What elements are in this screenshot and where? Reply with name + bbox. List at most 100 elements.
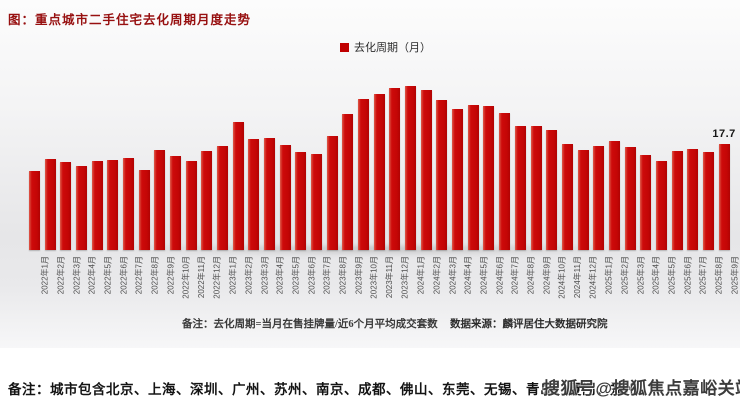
bar — [702, 151, 714, 250]
x-axis-tick: 2024年11月 — [562, 254, 582, 316]
bar-column — [467, 104, 479, 250]
x-axis-tick: 2024年2月 — [421, 254, 441, 316]
bar — [107, 160, 119, 250]
bar-column — [91, 161, 103, 250]
x-axis-tick: 2022年12月 — [201, 254, 222, 316]
bar — [91, 161, 103, 250]
bar-column — [389, 88, 401, 250]
x-axis-tick: 2024年12月 — [578, 254, 598, 316]
bar — [577, 150, 589, 250]
bar-column — [671, 151, 683, 250]
bar — [405, 86, 417, 250]
x-axis-tick: 2022年3月 — [60, 254, 81, 316]
bar — [217, 146, 229, 250]
bar — [358, 98, 370, 250]
bar — [154, 149, 166, 250]
bar — [170, 155, 182, 250]
bar — [389, 88, 401, 250]
x-axis-tick: 2023年5月 — [280, 254, 300, 316]
bar-column — [29, 170, 40, 250]
bar — [311, 154, 323, 250]
bar-column — [342, 114, 354, 250]
bar-column — [201, 151, 213, 250]
bar — [123, 157, 135, 250]
x-axis-tick: 2025年8月 — [703, 254, 723, 316]
bar-column — [248, 139, 260, 250]
bar-column — [138, 169, 150, 250]
x-axis-tick: 2025年9月 — [719, 254, 739, 316]
bar — [295, 151, 307, 250]
x-axis-tick: 2025年3月 — [625, 254, 645, 316]
bar-column — [217, 146, 229, 250]
bar — [420, 89, 432, 250]
bar — [138, 169, 150, 250]
x-axis-tick-label: 2025年9月 — [730, 256, 740, 295]
bar — [546, 130, 558, 250]
x-axis-labels: 2022年1月 2022年2月 2022年3月 2022年4月 2022年5月 2022年… — [29, 254, 740, 316]
chart-canvas: 图：重点城市二手住宅去化周期月度走势 去化周期（月） 17.7 2022年1月 2… — [0, 0, 740, 348]
x-axis-tick: 2022年4月 — [76, 254, 97, 316]
bar — [514, 126, 526, 250]
bar — [436, 100, 448, 250]
x-axis-tick: 2024年5月 — [468, 254, 488, 316]
bar-column — [483, 106, 495, 250]
x-axis-tick: 2022年2月 — [45, 254, 65, 316]
bar-column: 17.7 — [712, 128, 735, 250]
x-axis-tick: 2023年12月 — [389, 254, 410, 316]
bar-column — [436, 100, 448, 250]
x-axis-tick: 2024年9月 — [531, 254, 551, 316]
x-axis-tick: 2025年1月 — [593, 254, 614, 316]
bar — [640, 154, 652, 250]
bar-column — [608, 141, 620, 250]
x-axis-tick: 2023年4月 — [264, 254, 285, 316]
bar-column — [232, 122, 244, 250]
x-axis-tick: 2022年8月 — [139, 254, 159, 316]
bar — [561, 143, 573, 250]
chart-footnotes: 备注：去化周期=当月在售挂牌量/近6个月平均成交套数 数据来源：麟评居住大数据研… — [0, 316, 740, 332]
bar-column — [60, 162, 72, 250]
bar — [279, 145, 291, 250]
bar-column — [123, 157, 135, 250]
bar-column — [577, 150, 589, 250]
x-axis-tick: 2024年7月 — [499, 254, 520, 316]
bar — [185, 161, 197, 250]
bar-column — [655, 160, 667, 250]
bar — [624, 147, 636, 250]
bar — [593, 146, 605, 250]
chart-title: 图：重点城市二手住宅去化周期月度走势 — [8, 13, 252, 27]
bar-column — [702, 151, 714, 250]
formula-note: 备注：去化周期=当月在售挂牌量/近6个月平均成交套数 — [182, 319, 438, 330]
x-axis-tick: 2022年11月 — [186, 254, 206, 316]
x-axis-tick: 2023年8月 — [327, 254, 347, 316]
x-axis-tick: 2025年4月 — [640, 254, 661, 316]
x-axis-tick: 2022年5月 — [92, 254, 112, 316]
x-axis-tick: 2023年9月 — [342, 254, 363, 316]
bar-column — [624, 147, 636, 250]
bar — [483, 106, 495, 250]
bar-column — [311, 154, 323, 250]
legend-label: 去化周期（月） — [354, 42, 431, 54]
bar — [467, 104, 479, 250]
bar-column — [420, 89, 432, 250]
x-axis-tick: 2024年3月 — [436, 254, 457, 316]
bar-column — [326, 136, 338, 250]
bar-column — [264, 138, 276, 250]
x-axis-tick: 2023年6月 — [295, 254, 316, 316]
bar — [687, 148, 699, 250]
bar — [452, 109, 464, 250]
x-axis-tick: 2023年1月 — [217, 254, 238, 316]
x-axis-tick: 2024年1月 — [405, 254, 426, 316]
x-axis-tick: 2022年7月 — [123, 254, 144, 316]
bar — [326, 136, 338, 250]
x-axis-tick: 2025年2月 — [609, 254, 629, 316]
bar-column — [561, 143, 573, 250]
bar-column — [44, 158, 56, 250]
bar-column — [546, 130, 558, 250]
bar-column — [373, 94, 385, 250]
bar — [342, 114, 354, 250]
x-axis-tick: 2024年8月 — [515, 254, 535, 316]
x-axis-tick: 2023年3月 — [248, 254, 269, 316]
bar-column — [76, 166, 88, 250]
bar-column — [499, 113, 511, 250]
bar — [655, 160, 667, 250]
